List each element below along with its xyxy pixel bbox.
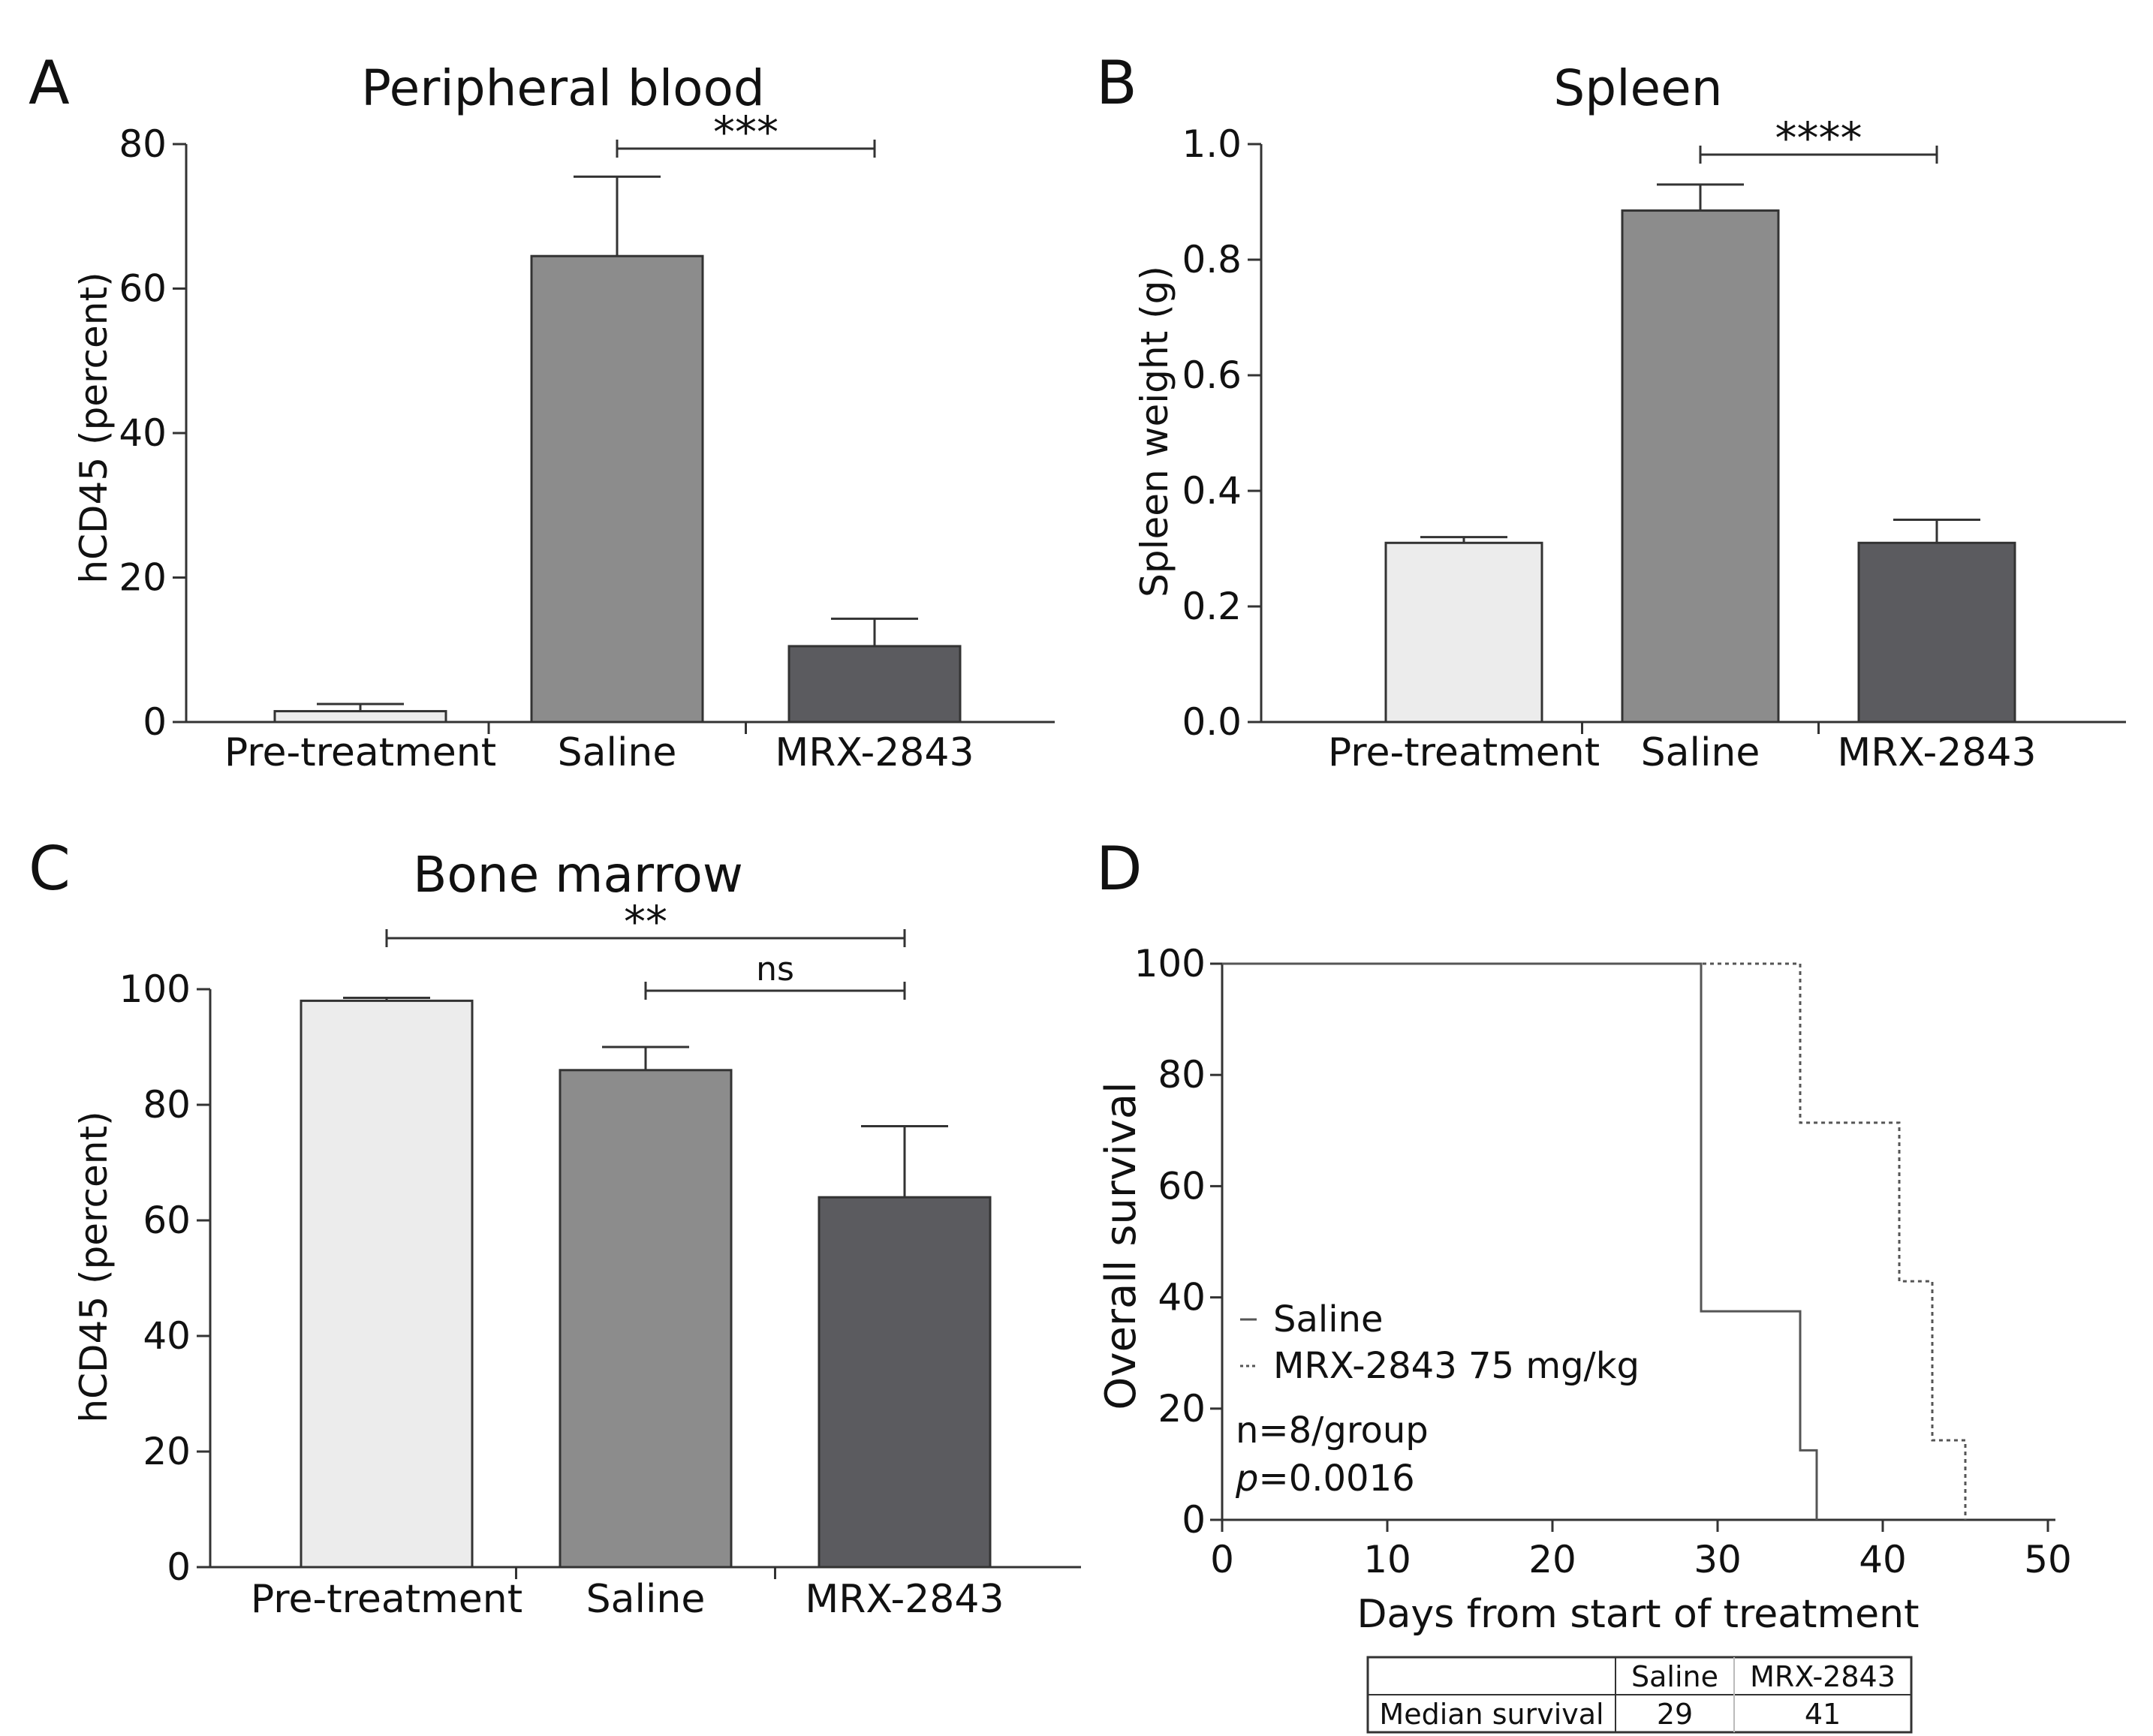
bar-0 [300, 999, 474, 1569]
y-tick-label: 80 [1158, 1053, 1206, 1097]
y-tick-label: 1.0 [1182, 122, 1242, 166]
y-tick-label: 0.2 [1182, 585, 1242, 628]
y-tick-label: 100 [1134, 942, 1206, 985]
x-tick-label: Pre-treatment [1328, 730, 1600, 775]
panel-a-y-ticks: 0 20 40 60 80 [119, 122, 186, 744]
panel-a: A Peripheral blood hCD45 (percent) 0 20 40… [29, 48, 1055, 775]
table-cell-saline: 29 [1657, 1698, 1693, 1731]
x-tick-label: 40 [1859, 1538, 1907, 1581]
saline-survival-line [1222, 962, 1818, 1520]
panel-b-x-tick-labels: Pre-treatment Saline MRX-2843 [1328, 722, 2037, 775]
x-tick-label: 0 [1210, 1538, 1234, 1581]
panel-b: B Spleen Spleen weight (g) 0.00.20.40.60… [1096, 48, 2126, 775]
y-tick-label: 0 [1182, 1498, 1206, 1542]
y-tick-label: 0 [167, 1545, 191, 1589]
panel-d-p-annotation: p=0.0016 [1235, 1458, 1415, 1500]
y-tick-label: 0.8 [1182, 238, 1242, 281]
bar-1 [1621, 209, 1780, 724]
panel-a-title: Peripheral blood [361, 59, 765, 117]
panel-d-y-axis-label: Overall survival [1097, 1082, 1146, 1410]
panel-b-significance: **** [1699, 113, 1938, 164]
median-survival-table: Saline MRX-2843 Median survival 29 41 [1366, 1656, 1913, 1734]
panel-d-x-axis-label: Days from start of treatment [1357, 1592, 1920, 1637]
x-tick-label: Saline [586, 1577, 706, 1622]
y-tick-label: 0.0 [1182, 700, 1242, 744]
y-tick-label: 100 [119, 967, 191, 1011]
x-tick-label: Pre-treatment [224, 730, 496, 775]
sig-label: ** [624, 896, 667, 947]
x-tick-label: 10 [1363, 1538, 1411, 1581]
x-tick-label: 30 [1694, 1538, 1742, 1581]
table-header-mrx: MRX-2843 [1750, 1660, 1896, 1693]
panel-d-y-ticks: 0 20 40 60 80 100 [1134, 942, 1222, 1542]
panel-a-bars [273, 175, 962, 724]
y-tick-label: 80 [119, 122, 167, 166]
y-tick-label: 0.4 [1182, 469, 1242, 513]
x-tick-label: 50 [2024, 1538, 2072, 1581]
sig-label: *** [713, 107, 778, 158]
panel-b-y-axis-label: Spleen weight (g) [1133, 266, 1176, 597]
y-tick-label: 60 [143, 1199, 191, 1242]
x-tick-label: MRX-2843 [1837, 730, 2036, 775]
panel-b-title: Spleen [1553, 59, 1722, 117]
bar-2 [1857, 541, 2016, 724]
y-tick-label: 20 [1158, 1387, 1206, 1431]
panel-c-letter: C [29, 834, 71, 904]
panel-b-letter: B [1096, 48, 1137, 118]
bar-0 [273, 710, 447, 724]
x-tick-label: 20 [1528, 1538, 1576, 1581]
panel-d-legend: Saline MRX-2843 75 mg/kg [1240, 1298, 1640, 1387]
legend-saline-label: Saline [1273, 1298, 1384, 1340]
panel-a-significance: *** [616, 107, 876, 158]
sig-label: ns [756, 950, 794, 988]
panel-b-bars [1384, 183, 2016, 724]
y-tick-label: 80 [143, 1083, 191, 1127]
panel-c-x-tick-labels: Pre-treatment Saline MRX-2843 [251, 1567, 1004, 1622]
bar-1 [530, 254, 704, 724]
y-tick-label: 40 [119, 411, 167, 455]
y-tick-label: 40 [1158, 1276, 1206, 1319]
panel-c-bars [300, 997, 992, 1569]
mrx-survival-line [1222, 962, 1967, 1520]
y-tick-label: 0.6 [1182, 354, 1242, 397]
p-value: =0.0016 [1258, 1458, 1414, 1500]
bar-2 [818, 1196, 992, 1569]
y-tick-label: 20 [119, 556, 167, 600]
panel-c-y-ticks: 0 20 40 60 80 100 [119, 967, 210, 1589]
x-tick-label: Saline [558, 730, 677, 775]
panel-a-letter: A [29, 48, 70, 118]
x-tick-label: Pre-treatment [251, 1577, 522, 1622]
panel-d-survival-curves [1222, 962, 1967, 1520]
panel-c: C Bone marrow hCD45 (percent) 0 20 40 60 80 1… [29, 834, 1081, 1622]
panel-c-significance: ** ns [385, 896, 906, 1000]
x-tick-label: MRX-2843 [805, 1577, 1004, 1622]
y-tick-label: 60 [119, 267, 167, 311]
sig-label: **** [1775, 113, 1862, 164]
table-row-label: Median survival [1379, 1698, 1603, 1731]
y-tick-label: 40 [143, 1314, 191, 1358]
panel-d-x-ticks: 0 10 20 30 40 50 [1210, 1520, 2072, 1581]
panel-d-letter: D [1096, 834, 1143, 904]
x-tick-label: Saline [1641, 730, 1760, 775]
panel-a-x-tick-labels: Pre-treatment Saline MRX-2843 [224, 722, 974, 775]
x-tick-label: MRX-2843 [775, 730, 974, 775]
bar-2 [787, 645, 962, 724]
y-tick-label: 60 [1158, 1164, 1206, 1208]
panel-c-y-axis-label: hCD45 (percent) [72, 1111, 116, 1422]
table-header-saline: Saline [1631, 1660, 1718, 1693]
p-symbol: p [1235, 1458, 1258, 1500]
panel-a-y-axis-label: hCD45 (percent) [72, 272, 116, 583]
table-cell-mrx: 41 [1805, 1698, 1841, 1731]
bar-1 [559, 1069, 733, 1569]
y-tick-label: 20 [143, 1430, 191, 1473]
bar-0 [1384, 541, 1543, 724]
panel-c-title: Bone marrow [413, 846, 743, 904]
panel-b-y-ticks: 0.0 0.2 0.4 0.6 0.8 1.0 [1182, 122, 1261, 744]
legend-mrx-label: MRX-2843 75 mg/kg [1273, 1345, 1640, 1387]
panel-d: D Overall survival Days from start of tr… [1096, 834, 2072, 1734]
y-tick-label: 0 [143, 700, 167, 744]
panel-d-n-annotation: n=8/group [1236, 1410, 1429, 1452]
